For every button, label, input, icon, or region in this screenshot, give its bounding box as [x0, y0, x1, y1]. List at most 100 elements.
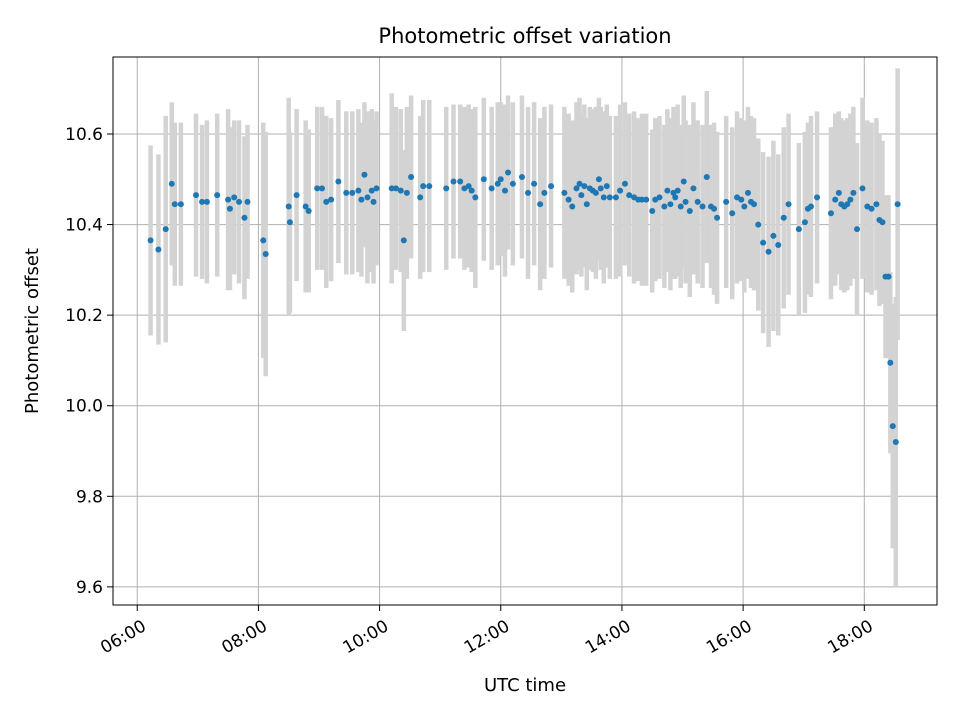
data-point — [741, 203, 748, 210]
data-point — [561, 189, 568, 196]
data-point — [892, 438, 899, 445]
data-point — [226, 205, 233, 212]
data-point — [573, 185, 580, 192]
data-point — [656, 194, 663, 201]
data-point — [868, 205, 875, 212]
data-point — [168, 180, 175, 187]
data-point — [177, 201, 184, 208]
data-point — [686, 207, 693, 214]
data-point — [443, 185, 450, 192]
data-point — [450, 178, 457, 185]
data-point — [328, 196, 335, 203]
data-point — [408, 174, 415, 181]
data-point — [400, 237, 407, 244]
data-point — [795, 226, 802, 233]
data-point — [225, 196, 232, 203]
data-point — [680, 178, 687, 185]
data-point — [525, 189, 532, 196]
data-point — [541, 189, 548, 196]
data-point — [603, 183, 610, 190]
data-point — [626, 192, 633, 199]
data-point — [738, 196, 745, 203]
data-point — [690, 185, 697, 192]
data-point — [548, 183, 555, 190]
data-point — [214, 192, 221, 199]
y-tick-label: 9.8 — [76, 487, 103, 507]
y-axis-label: Photometric offset — [22, 248, 43, 414]
data-point — [832, 196, 839, 203]
data-point — [885, 273, 892, 280]
data-point — [518, 174, 525, 181]
data-point — [314, 185, 321, 192]
data-point — [355, 187, 362, 194]
data-point — [835, 189, 842, 196]
data-point — [682, 198, 689, 205]
data-point — [729, 210, 736, 217]
data-point — [583, 201, 590, 208]
data-point — [392, 185, 399, 192]
data-point — [319, 185, 326, 192]
data-point — [260, 237, 267, 244]
data-point — [827, 210, 834, 217]
data-point — [672, 194, 679, 201]
data-point — [397, 187, 404, 194]
data-point — [403, 189, 410, 196]
plot-frame — [112, 56, 938, 606]
data-point — [576, 180, 583, 187]
data-point — [155, 246, 162, 253]
y-tick-label: 10.6 — [65, 125, 103, 145]
data-point — [335, 178, 342, 185]
data-point — [606, 194, 613, 201]
data-point — [465, 183, 472, 190]
data-point — [595, 176, 602, 183]
data-point — [241, 214, 248, 221]
data-point — [368, 187, 375, 194]
data-point — [775, 241, 782, 248]
data-point — [199, 198, 206, 205]
data-point — [785, 201, 792, 208]
data-point — [358, 196, 365, 203]
data-point — [887, 359, 894, 366]
data-point — [502, 187, 509, 194]
data-point — [497, 176, 504, 183]
data-point — [364, 194, 371, 201]
data-point — [801, 219, 808, 226]
data-point — [231, 194, 238, 201]
data-point — [147, 237, 154, 244]
chart-title: Photometric offset variation — [378, 24, 671, 48]
data-point — [349, 189, 356, 196]
data-point — [873, 201, 880, 208]
data-point — [457, 178, 464, 185]
data-point — [537, 201, 544, 208]
data-point — [643, 196, 650, 203]
data-point — [162, 226, 169, 233]
data-point — [203, 198, 210, 205]
data-point — [244, 198, 251, 205]
data-point — [417, 194, 424, 201]
data-point — [744, 189, 751, 196]
data-point — [765, 248, 772, 255]
data-point — [621, 180, 628, 187]
data-point — [531, 180, 538, 187]
data-point — [236, 198, 243, 205]
data-point — [420, 183, 427, 190]
data-point — [302, 203, 309, 210]
data-point — [638, 196, 645, 203]
data-point — [714, 214, 721, 221]
data-point — [844, 201, 851, 208]
data-point — [488, 185, 495, 192]
data-point — [661, 203, 668, 210]
data-point — [305, 207, 312, 214]
y-tick-label: 10.4 — [65, 216, 103, 236]
data-point — [755, 221, 762, 228]
data-point — [569, 203, 576, 210]
y-tick-label: 9.6 — [76, 578, 103, 598]
data-point — [850, 189, 857, 196]
data-point — [612, 194, 619, 201]
data-point — [859, 185, 866, 192]
data-point — [361, 171, 368, 178]
data-point — [699, 203, 706, 210]
y-tick-label: 10.2 — [65, 306, 103, 326]
